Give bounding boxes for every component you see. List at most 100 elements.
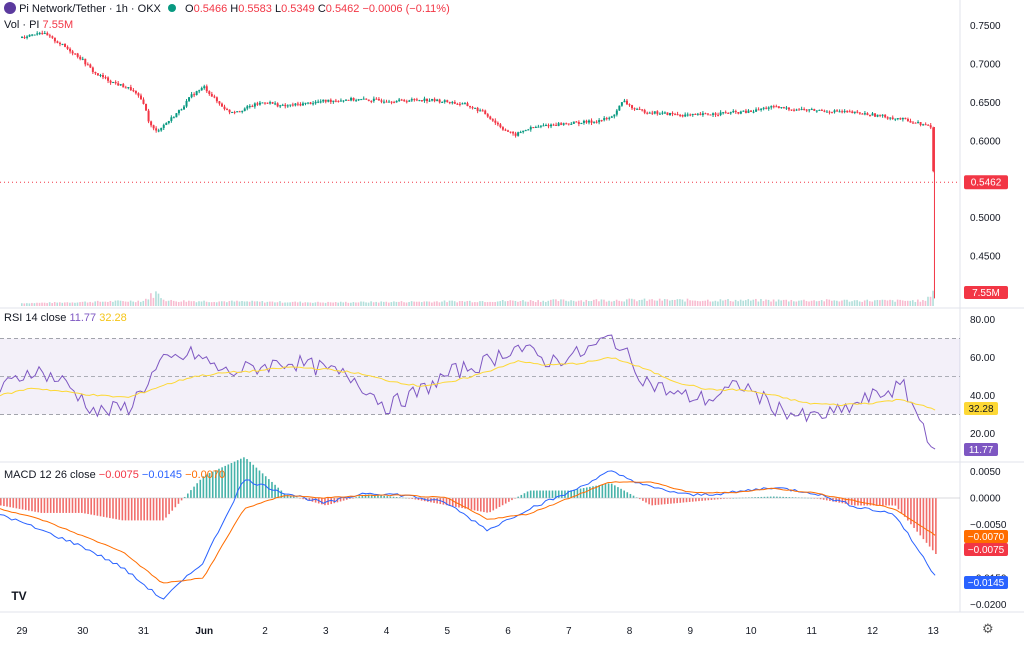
volume-bar bbox=[231, 300, 233, 306]
volume-bar bbox=[172, 300, 175, 306]
volume-bar bbox=[785, 299, 788, 306]
candle-body bbox=[299, 104, 302, 106]
candle-body bbox=[127, 87, 130, 89]
candle-body bbox=[453, 102, 456, 104]
macd-histogram-bar bbox=[451, 498, 454, 507]
volume-bar bbox=[858, 301, 861, 306]
candle-body bbox=[352, 97, 355, 101]
candle-body bbox=[357, 99, 360, 101]
volume-bar bbox=[767, 299, 770, 306]
volume-bar bbox=[813, 300, 815, 306]
volume-bar bbox=[851, 301, 853, 306]
time-tick-label: 8 bbox=[627, 626, 633, 637]
candle-body bbox=[119, 84, 122, 86]
macd-tag-label: −0.0145 bbox=[968, 578, 1005, 589]
volume-bar bbox=[917, 299, 919, 306]
candle-body bbox=[428, 100, 431, 102]
macd-histogram-bar bbox=[623, 490, 625, 498]
candle-body bbox=[139, 95, 142, 100]
candle-body bbox=[309, 102, 312, 105]
volume-bar bbox=[190, 301, 193, 306]
volume-bar bbox=[107, 301, 109, 306]
macd-histogram-bar bbox=[919, 498, 922, 536]
rsi-tag-label: 11.77 bbox=[969, 445, 994, 456]
candle-body bbox=[53, 37, 56, 42]
volume-bar bbox=[43, 302, 46, 306]
volume-bar bbox=[694, 300, 696, 306]
volume-bar bbox=[426, 301, 428, 306]
volume-bar bbox=[489, 301, 491, 306]
candle-body bbox=[565, 123, 568, 125]
candle-body bbox=[433, 98, 436, 102]
macd-histogram-bar bbox=[18, 498, 21, 509]
candle-body bbox=[124, 87, 127, 89]
candle-body bbox=[398, 99, 401, 101]
tradingview-logo-icon[interactable]: TV bbox=[8, 586, 30, 606]
volume-bar bbox=[375, 301, 377, 306]
macd-histogram-bar bbox=[105, 498, 108, 518]
volume-bar bbox=[388, 302, 390, 306]
volume-bar bbox=[157, 293, 160, 306]
volume-bar bbox=[537, 300, 539, 306]
time-tick-label: 7 bbox=[566, 626, 572, 637]
volume-bar bbox=[843, 299, 846, 306]
macd-histogram-bar bbox=[854, 498, 856, 506]
volume-bar bbox=[152, 297, 155, 306]
candle-body bbox=[393, 102, 396, 104]
volume-bar bbox=[509, 300, 512, 306]
macd-tick-label: −0.0200 bbox=[970, 600, 1007, 611]
macd-histogram-bar bbox=[183, 496, 186, 498]
settings-gear-icon[interactable]: ⚙ bbox=[982, 622, 994, 637]
volume-bar bbox=[127, 301, 129, 306]
macd-histogram-bar bbox=[417, 498, 420, 501]
candle-body bbox=[699, 113, 702, 115]
volume-bar bbox=[729, 301, 732, 306]
macd-histogram-bar bbox=[841, 498, 844, 504]
macd-histogram-bar bbox=[589, 486, 591, 498]
macd-histogram-bar bbox=[673, 498, 675, 504]
macd-histogram-bar bbox=[935, 498, 937, 554]
volume-bar bbox=[544, 301, 547, 306]
candle-body bbox=[760, 108, 763, 110]
macd-histogram-bar bbox=[389, 496, 392, 498]
volume-bar bbox=[175, 301, 178, 306]
volume-bar bbox=[853, 300, 856, 306]
volume-bar bbox=[81, 301, 84, 306]
volume-bar bbox=[385, 301, 388, 306]
high-value: 0.5583 bbox=[238, 3, 272, 15]
candle-body bbox=[519, 132, 522, 134]
volume-bar bbox=[679, 299, 681, 306]
candle-body bbox=[747, 110, 750, 113]
candle-body bbox=[706, 113, 709, 115]
volume-bar bbox=[871, 301, 874, 306]
volume-bar bbox=[512, 300, 514, 306]
volume-bar bbox=[651, 299, 653, 306]
macd-histogram-bar bbox=[545, 490, 548, 498]
volume-bar bbox=[615, 299, 618, 306]
macd-histogram-bar bbox=[52, 498, 55, 513]
candle-body bbox=[636, 108, 639, 110]
volume-bar bbox=[648, 299, 651, 306]
macd-label: MACD 12 26 close bbox=[4, 469, 96, 481]
macd-signal-value: −0.0070 bbox=[185, 469, 226, 481]
candle-body bbox=[909, 120, 912, 123]
candle-body bbox=[86, 64, 89, 66]
volume-bar bbox=[286, 302, 289, 306]
candle-body bbox=[390, 101, 393, 103]
volume-bar bbox=[820, 300, 823, 306]
candle-body bbox=[94, 71, 97, 74]
candle-body bbox=[289, 104, 292, 106]
volume-bar bbox=[71, 302, 74, 306]
rsi-ma-line bbox=[0, 356, 936, 411]
candle-body bbox=[542, 125, 545, 127]
volume-bar bbox=[790, 299, 793, 306]
candle-body bbox=[524, 130, 527, 132]
macd-histogram-bar bbox=[751, 497, 753, 498]
volume-bar bbox=[704, 300, 707, 306]
symbol-title[interactable]: Pi Network/Tether · 1h · OKX bbox=[19, 3, 161, 15]
volume-bar bbox=[233, 301, 236, 306]
volume-bar bbox=[102, 301, 104, 306]
macd-histogram-bar bbox=[638, 498, 641, 500]
volume-bar bbox=[522, 300, 524, 306]
